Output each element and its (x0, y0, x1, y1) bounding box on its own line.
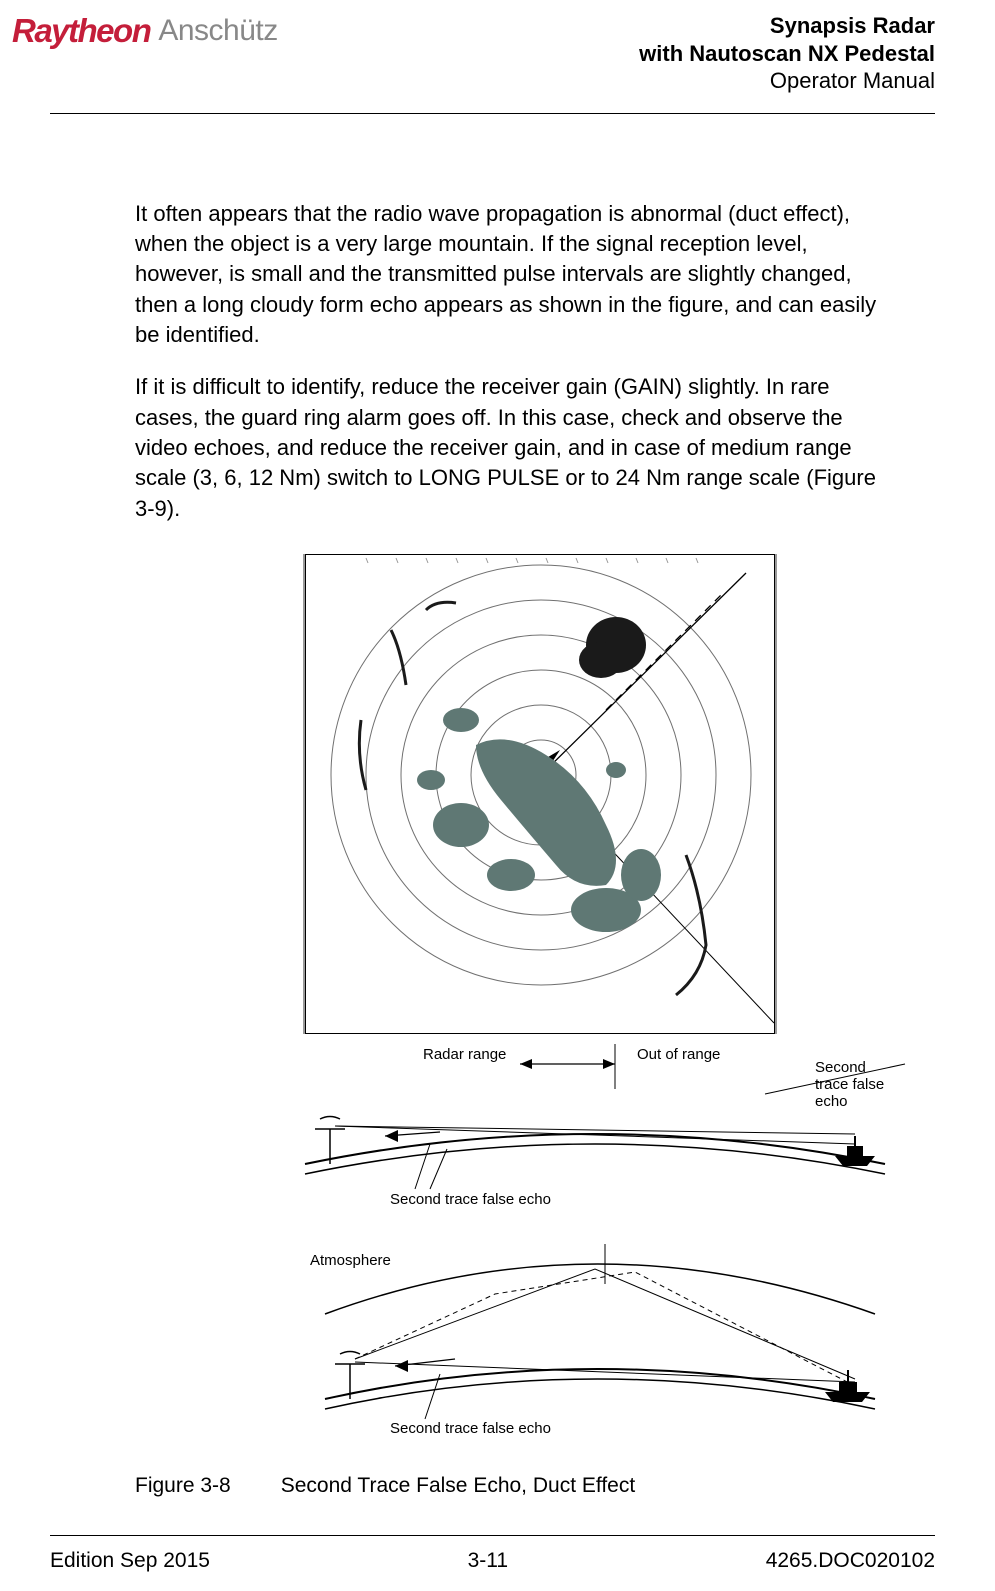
page-content: It often appears that the radio wave pro… (0, 114, 995, 1499)
label-second-trace-mid: Second trace false echo (390, 1191, 551, 1208)
figure-caption: Figure 3-8 Second Trace False Echo, Duct… (135, 1474, 895, 1498)
footer-page-number: 3-11 (468, 1549, 508, 1573)
footer-doc-number: 4265.DOC020102 (766, 1549, 935, 1573)
page-header: Raytheon Anschütz Synapsis Radar with Na… (0, 0, 995, 109)
label-radar-range: Radar range (423, 1046, 506, 1063)
radar-scope (305, 554, 775, 1034)
figure-title: Second Trace False Echo, Duct Effect (281, 1474, 635, 1498)
label-out-of-range: Out of range (637, 1046, 720, 1063)
doc-title-block: Synapsis Radar with Nautoscan NX Pedesta… (639, 12, 935, 95)
logo-anschutz: Anschütz (158, 14, 277, 48)
doc-title-line2: with Nautoscan NX Pedestal (639, 40, 935, 68)
label-atmosphere: Atmosphere (310, 1252, 391, 1269)
label-second-trace-bottom: Second trace false echo (390, 1420, 551, 1437)
doc-title-line3: Operator Manual (639, 67, 935, 95)
footer-rule (50, 1535, 935, 1536)
diagram3-svg (295, 1244, 935, 1444)
paragraph-1: It often appears that the radio wave pro… (135, 199, 895, 351)
footer-edition: Edition Sep 2015 (50, 1549, 210, 1573)
page-footer: Edition Sep 2015 3-11 4265.DOC020102 (50, 1549, 935, 1573)
figure-container: Second trace false echo Radar range Out … (135, 554, 895, 1498)
diagram-propagation-1: Radar range Out of range (295, 1034, 935, 1224)
radar-scope-svg (306, 555, 776, 1035)
logo-block: Raytheon Anschütz (12, 12, 278, 50)
paragraph-2: If it is difficult to identify, reduce t… (135, 372, 895, 524)
diagram-propagation-2: Atmosphere (295, 1244, 935, 1444)
figure-number: Figure 3-8 (135, 1474, 231, 1498)
doc-title-line1: Synapsis Radar (639, 12, 935, 40)
logo-raytheon: Raytheon (12, 12, 150, 50)
